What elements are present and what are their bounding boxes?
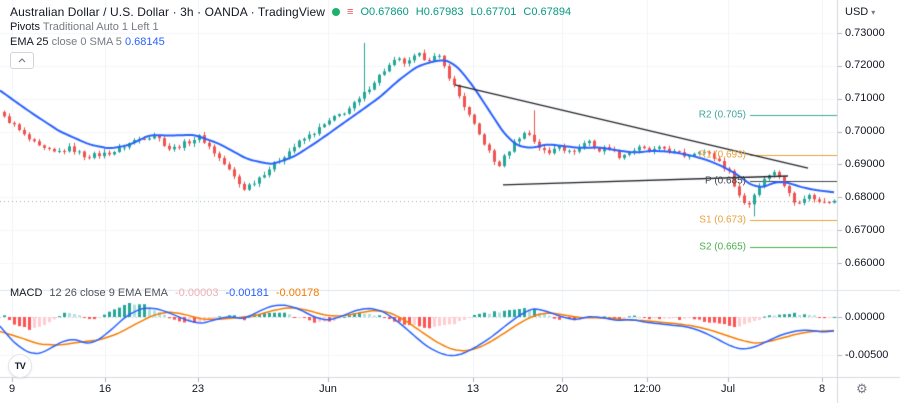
ema-indicator-params: close 0 SMA 5 [51,36,122,48]
price-tick-label: 0.73000 [845,26,885,39]
price-tick-label: 0.71000 [845,92,885,105]
price-axis-currency-button[interactable]: USD ▾ [845,6,875,18]
price-tick-label: 0.68000 [845,190,885,203]
symbol-title[interactable]: Australian Dollar / U.S. Dollar · 3h · O… [10,5,326,19]
pivot-level-label[interactable]: R2 (0.705) [698,109,746,121]
price-tick-label: 0.72000 [845,59,885,72]
pivot-level-label[interactable]: P (0.685) [705,175,746,187]
ohlc-values: O0.67860 H0.67983 L0.67701 C0.67894 [360,6,571,18]
pivots-indicator-legend[interactable]: Pivots Traditional Auto 1 Left 1 [10,21,159,33]
collapse-legend-button[interactable] [10,52,34,69]
time-tick-label: Jun [319,383,337,395]
macd-signal-value: -0.00178 [275,287,320,299]
tradingview-logo[interactable]: TV [8,354,32,378]
macd-hist-value: -0.00003 [175,287,219,299]
time-tick-label: 9 [8,383,16,395]
settings-gear-icon[interactable]: ⚙ [856,381,868,396]
time-tick-label: 23 [191,383,205,395]
ohlc-close: C0.67894 [523,6,572,18]
pivot-level-label[interactable]: S2 (0.665) [699,241,746,253]
ema-indicator-legend[interactable]: EMA 25 close 0 SMA 5 0.68145 [10,36,165,48]
macd-tick-label: 0.00000 [845,310,885,323]
currency-label: USD [845,6,869,18]
ema-indicator-value: 0.68145 [124,36,165,48]
ohlc-low: L0.67701 [470,6,517,18]
price-tick-label: 0.70000 [845,125,885,138]
macd-line-value: -0.00181 [225,287,269,299]
ema-indicator-name: EMA 25 [10,36,49,48]
macd-indicator-legend[interactable]: MACD 12 26 close 9 EMA EMA -0.00003 -0.0… [10,287,319,299]
time-tick-label: 8 [818,383,826,395]
tradingview-logo-text: TV [14,361,26,371]
time-tick-label: 13 [466,383,480,395]
price-tick-label: 0.69000 [845,157,885,170]
ohlc-open: O0.67860 [360,6,409,18]
time-tick-label: 12:00 [633,383,661,395]
pivots-indicator-name: Pivots [10,21,40,33]
symbol-header: Australian Dollar / U.S. Dollar · 3h · O… [10,5,571,19]
price-tick-label: 0.66000 [845,256,885,269]
market-status-dot-icon [332,8,341,16]
ohlc-high: H0.67983 [415,6,464,18]
macd-indicator-params: 12 26 close 9 EMA EMA [49,287,169,299]
price-axis[interactable]: 0.73000 0.72000 0.71000 0.70000 0.69000 0.680… [838,0,900,377]
chevron-up-icon [18,58,26,63]
time-axis[interactable]: 9 16 23 Jun 13 20 12:00 Jul 8 [0,377,900,403]
price-tick-label: 0.67000 [845,223,885,236]
time-tick-label: Jul [720,383,736,395]
macd-tick-label: -0.00500 [845,348,889,361]
chevron-down-icon: ▾ [871,7,876,17]
ideas-icon[interactable]: ≡ [347,5,354,18]
macd-indicator-name: MACD [10,287,43,299]
pivots-indicator-params: Traditional Auto 1 Left 1 [42,21,159,33]
time-tick-label: 20 [555,383,569,395]
time-tick-label: 16 [98,383,112,395]
pivot-level-label[interactable]: S1 (0.673) [699,214,746,226]
pivot-level-label[interactable]: R1 (0.693) [698,149,746,161]
